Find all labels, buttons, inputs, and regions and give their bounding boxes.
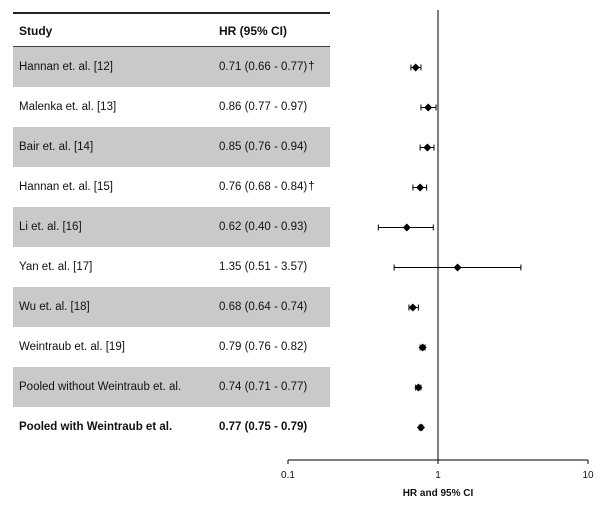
point-estimate-diamond xyxy=(402,223,411,232)
study-name: Malenka et. al. [13] xyxy=(19,101,117,113)
table-row: Hannan et. al. [12] 0.71 (0.66 - 0.77) † xyxy=(13,47,330,87)
hr-column-header: HR (95% CI) xyxy=(219,24,288,38)
point-estimate-diamond xyxy=(411,63,420,72)
hr-ci-value: 1.35 (0.51 - 3.57) xyxy=(219,247,307,287)
table-top-rule xyxy=(13,12,330,14)
table-row: Malenka et. al. [13] 0.86 (0.77 - 0.97) xyxy=(13,87,330,127)
hr-ci-value: 0.85 (0.76 - 0.94) xyxy=(219,127,307,167)
study-table: Study HR (95% CI) Hannan et. al. [12] 0.7… xyxy=(13,12,330,447)
table-row: Pooled with Weintraub et al. 0.77 (0.75 -… xyxy=(13,407,330,447)
study-name: Hannan et. al. [12] xyxy=(19,61,113,73)
hr-ci-text: 0.77 (0.75 - 0.79) xyxy=(219,421,308,433)
x-axis-label: HR and 95% CI xyxy=(403,488,474,499)
hr-ci-value: 0.86 (0.77 - 0.97) xyxy=(219,87,307,127)
x-tick-label: 0.1 xyxy=(281,470,295,481)
hr-ci-text: 1.35 (0.51 - 3.57) xyxy=(219,261,308,273)
x-tick-label: 10 xyxy=(582,470,594,481)
hr-ci-value: 0.62 (0.40 - 0.93) xyxy=(219,207,307,247)
table-rows: Hannan et. al. [12] 0.71 (0.66 - 0.77) † Ma… xyxy=(13,47,330,447)
study-name: Weintraub et. al. [19] xyxy=(19,341,125,353)
study-name: Yan et. al. [17] xyxy=(19,261,93,273)
table-row: Li et. al. [16] 0.62 (0.40 - 0.93) xyxy=(13,207,330,247)
hr-ci-value: 0.68 (0.64 - 0.74) xyxy=(219,287,307,327)
hr-ci-text: 0.85 (0.76 - 0.94) xyxy=(219,141,308,153)
hr-ci-text: 0.71 (0.66 - 0.77) xyxy=(219,61,308,73)
study-name: Wu et. al. [18] xyxy=(19,301,90,313)
study-name: Pooled without Weintraub et. al. xyxy=(19,381,182,393)
point-estimate-diamond xyxy=(423,143,432,152)
table-row: Yan et. al. [17] 1.35 (0.51 - 3.57) xyxy=(13,247,330,287)
point-estimate-diamond xyxy=(418,343,427,352)
point-estimate-diamond xyxy=(408,303,417,312)
dagger-mark: † xyxy=(308,181,315,193)
hr-ci-value: 0.79 (0.76 - 0.82) xyxy=(219,327,307,367)
table-header: Study HR (95% CI) xyxy=(13,14,330,47)
point-estimate-diamond xyxy=(414,383,423,392)
table-row: Wu et. al. [18] 0.68 (0.64 - 0.74) xyxy=(13,287,330,327)
point-estimate-diamond xyxy=(453,263,462,272)
x-tick-label: 1 xyxy=(435,470,441,481)
hr-ci-value: 0.71 (0.66 - 0.77) † xyxy=(219,47,315,87)
study-name: Hannan et. al. [15] xyxy=(19,181,113,193)
hr-ci-text: 0.74 (0.71 - 0.77) xyxy=(219,381,308,393)
table-row: Bair et. al. [14] 0.85 (0.76 - 0.94) xyxy=(13,127,330,167)
dagger-mark: † xyxy=(308,61,315,73)
table-row: Hannan et. al. [15] 0.76 (0.68 - 0.84) † xyxy=(13,167,330,207)
study-name: Pooled with Weintraub et al. xyxy=(19,421,173,433)
hr-ci-text: 0.68 (0.64 - 0.74) xyxy=(219,301,308,313)
point-estimate-diamond xyxy=(416,183,425,192)
hr-ci-value: 0.74 (0.71 - 0.77) xyxy=(219,367,307,407)
table-row: Pooled without Weintraub et. al. 0.74 (0.… xyxy=(13,367,330,407)
hr-ci-text: 0.76 (0.68 - 0.84) xyxy=(219,181,308,193)
study-name: Bair et. al. [14] xyxy=(19,141,94,153)
hr-ci-text: 0.62 (0.40 - 0.93) xyxy=(219,221,308,233)
point-estimate-diamond xyxy=(424,103,433,112)
study-name: Li et. al. [16] xyxy=(19,221,82,233)
table-row: Weintraub et. al. [19] 0.79 (0.76 - 0.82) xyxy=(13,327,330,367)
hr-ci-value: 0.77 (0.75 - 0.79) xyxy=(219,407,307,447)
hr-ci-text: 0.86 (0.77 - 0.97) xyxy=(219,101,308,113)
study-column-header: Study xyxy=(19,24,53,38)
point-estimate-diamond xyxy=(416,423,425,432)
hr-ci-text: 0.79 (0.76 - 0.82) xyxy=(219,341,308,353)
hr-ci-value: 0.76 (0.68 - 0.84) † xyxy=(219,167,315,207)
